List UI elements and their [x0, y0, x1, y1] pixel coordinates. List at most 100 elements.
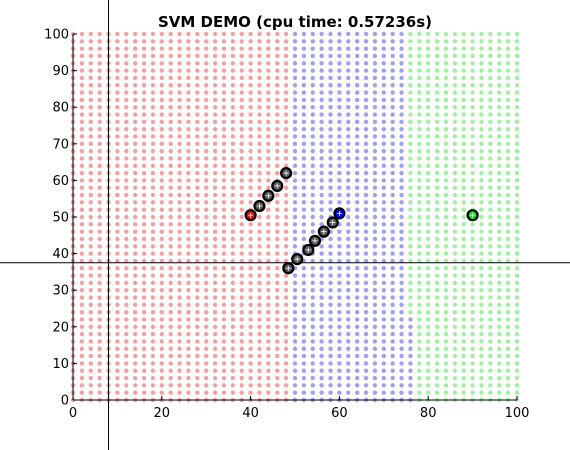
region-sample-dot [115, 288, 120, 293]
region-sample-dot [292, 39, 298, 44]
region-sample-dot [461, 97, 466, 103]
region-sample-dot [363, 207, 369, 212]
region-sample-dot [505, 390, 511, 395]
region-sample-dot [204, 75, 209, 81]
region-sample-dot [283, 383, 289, 388]
region-sample-dot [354, 295, 360, 300]
region-sample-dot [292, 68, 298, 73]
region-sample-dot [470, 288, 475, 293]
region-sample-dot [417, 309, 422, 315]
region-sample-dot [257, 273, 262, 278]
region-sample-dot [426, 236, 431, 242]
region-sample-dot [337, 75, 342, 81]
region-sample-dot [417, 141, 422, 146]
region-sample-dot [186, 178, 191, 183]
region-sample-dot [443, 288, 449, 293]
region-sample-dot [381, 126, 386, 132]
region-sample-dot [381, 163, 386, 168]
region-sample-dot [275, 390, 280, 395]
region-sample-dot [97, 207, 102, 212]
region-sample-dot [150, 61, 156, 66]
region-sample-dot [239, 148, 244, 154]
region-sample-dot [266, 229, 271, 234]
region-sample-dot [390, 339, 395, 344]
region-sample-dot [248, 375, 253, 381]
region-sample-dot [204, 68, 209, 73]
region-sample-dot [505, 148, 511, 154]
region-sample-dot [337, 375, 342, 381]
region-sample-dot [434, 302, 440, 308]
region-sample-dot [132, 266, 138, 271]
region-sample-dot [363, 273, 369, 278]
region-sample-dot [310, 273, 315, 278]
region-sample-dot [346, 273, 351, 278]
region-sample-dot [390, 134, 395, 139]
region-sample-dot [363, 229, 369, 234]
region-sample-dot [346, 31, 351, 37]
region-sample-dot [195, 288, 200, 293]
region-sample-dot [159, 170, 164, 176]
region-sample-dot [301, 288, 307, 293]
region-sample-dot [505, 119, 511, 125]
region-sample-dot [88, 185, 93, 190]
region-sample-dot [212, 317, 218, 322]
region-sample-dot [310, 53, 315, 59]
region-sample-dot [124, 375, 129, 381]
region-sample-dot [88, 31, 93, 37]
region-sample-dot [177, 353, 182, 359]
region-sample-dot [426, 251, 431, 256]
region-sample-dot [497, 368, 502, 373]
region-sample-dot [88, 244, 93, 249]
region-sample-dot [257, 302, 262, 308]
region-sample-dot [363, 295, 369, 300]
region-sample-dot [124, 61, 129, 66]
region-sample-dot [283, 361, 289, 366]
region-sample-dot [177, 61, 182, 66]
region-sample-dot [257, 251, 262, 256]
region-sample-dot [132, 258, 138, 264]
region-sample-dot [88, 339, 93, 344]
region-sample-dot [168, 97, 173, 103]
region-sample-dot [221, 192, 227, 198]
region-sample-dot [195, 244, 200, 249]
region-sample-dot [328, 31, 333, 37]
region-sample-dot [79, 375, 85, 381]
region-sample-dot [399, 141, 404, 146]
region-sample-dot [417, 361, 422, 366]
region-sample-dot [159, 68, 164, 73]
region-sample-dot [381, 97, 386, 103]
region-sample-dot [88, 192, 93, 198]
region-sample-dot [505, 105, 511, 110]
region-sample-dot [150, 185, 156, 190]
region-sample-dot [266, 236, 271, 242]
region-sample-dot [363, 68, 369, 73]
region-sample-dot [177, 148, 182, 154]
region-sample-dot [328, 112, 333, 117]
region-sample-dot [408, 105, 413, 110]
region-sample-dot [381, 309, 386, 315]
region-sample-dot [426, 97, 431, 103]
region-sample-dot [461, 141, 466, 146]
y-tick-label: 50 [52, 211, 69, 226]
region-sample-dot [426, 390, 431, 395]
region-sample-dot [514, 156, 520, 161]
region-sample-dot [257, 53, 262, 59]
region-sample-dot [514, 280, 520, 286]
region-sample-dot [266, 339, 271, 344]
region-sample-dot [319, 178, 324, 183]
region-sample-dot [426, 75, 431, 81]
region-sample-dot [354, 53, 360, 59]
region-sample-dot [124, 244, 129, 249]
region-sample-dot [141, 105, 147, 110]
region-sample-dot [124, 148, 129, 154]
region-sample-dot [204, 156, 209, 161]
region-sample-dot [168, 222, 173, 227]
region-sample-dot [283, 141, 289, 146]
region-sample-dot [443, 222, 449, 227]
region-sample-dot [248, 361, 253, 366]
region-sample-dot [408, 368, 413, 373]
region-sample-dot [275, 229, 280, 234]
region-sample-dot [328, 244, 333, 249]
region-sample-dot [248, 97, 253, 103]
region-sample-dot [354, 61, 360, 66]
